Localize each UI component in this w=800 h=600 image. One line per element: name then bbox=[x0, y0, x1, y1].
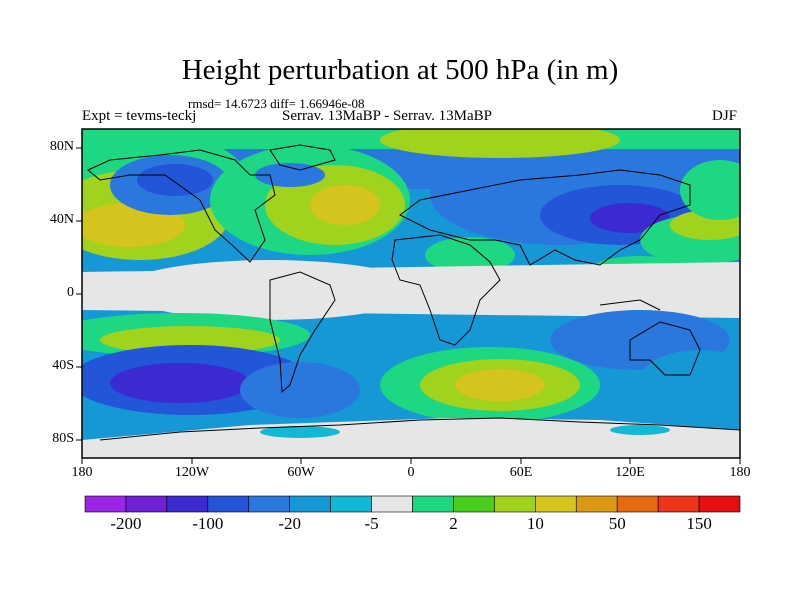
x-tick: 60W bbox=[287, 465, 315, 480]
y-tick: 0 bbox=[67, 285, 74, 300]
colorbar-swatch bbox=[207, 495, 250, 513]
y-tick: 40S bbox=[52, 358, 74, 373]
x-tick: 180 bbox=[71, 465, 93, 480]
colorbar-label: -200 bbox=[110, 514, 142, 533]
comparison-label: Serrav. 13MaBP - Serrav. 13MaBP bbox=[282, 108, 492, 124]
coastlines bbox=[87, 144, 740, 441]
colorbar-swatch bbox=[453, 495, 495, 513]
colorbar-label: 10 bbox=[526, 514, 544, 533]
colorbar bbox=[84, 495, 741, 513]
colorbar-swatch bbox=[371, 495, 413, 513]
colorbar-swatch bbox=[494, 495, 536, 513]
colorbar-label: -100 bbox=[192, 514, 224, 533]
contour-field bbox=[82, 129, 740, 458]
colorbar-label: -20 bbox=[278, 514, 302, 533]
x-tick: 0 bbox=[407, 465, 415, 480]
x-tick: 120E bbox=[615, 465, 645, 480]
x-tick: 180 bbox=[729, 465, 751, 480]
season-label: DJF bbox=[712, 108, 738, 124]
colorbar-label: 50 bbox=[608, 514, 626, 533]
colorbar-swatch bbox=[84, 495, 127, 513]
x-tick: 120W bbox=[174, 465, 210, 480]
axis-ticks bbox=[76, 147, 741, 464]
colorbar-swatch bbox=[657, 495, 700, 513]
colorbar-swatch bbox=[166, 495, 209, 513]
colorbar-swatch bbox=[289, 495, 331, 513]
experiment-label: Expt = tevms-teckj bbox=[82, 108, 197, 124]
colorbar-label: 150 bbox=[686, 514, 712, 533]
colorbar-swatch bbox=[248, 495, 290, 513]
stats-line: rmsd= 14.6723 diff= 1.66946e-08 bbox=[188, 96, 365, 111]
colorbar-swatch bbox=[125, 495, 168, 513]
y-tick: 40N bbox=[49, 212, 74, 227]
colorbar-swatch bbox=[698, 495, 741, 513]
x-tick: 60E bbox=[509, 465, 533, 480]
colorbar-swatch bbox=[330, 495, 372, 513]
map-title: Height perturbation at 500 hPa (in m) bbox=[181, 54, 619, 86]
colorbar-swatch bbox=[575, 495, 618, 513]
colorbar-label: 2 bbox=[449, 514, 458, 533]
colorbar-swatch bbox=[616, 495, 659, 513]
colorbar-label: -5 bbox=[364, 514, 379, 533]
y-tick: 80N bbox=[49, 139, 74, 154]
colorbar-swatch bbox=[412, 495, 454, 513]
y-tick: 80S bbox=[52, 431, 74, 446]
colorbar-swatch bbox=[535, 495, 577, 513]
